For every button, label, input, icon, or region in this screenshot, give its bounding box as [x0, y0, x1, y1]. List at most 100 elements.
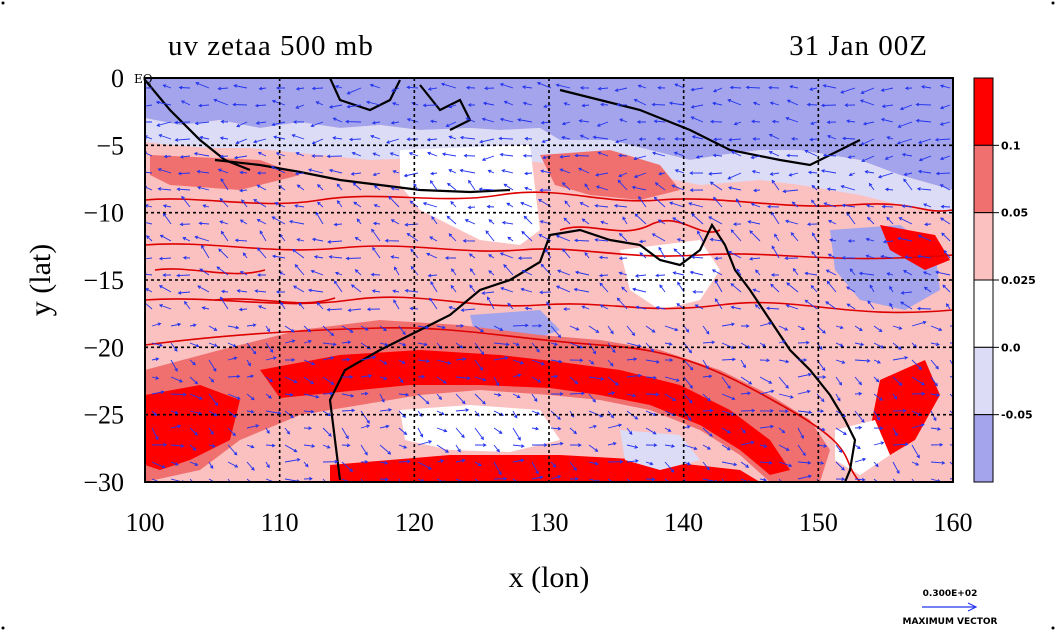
wind-vector-485: [370, 272, 381, 277]
wind-vector-33: [768, 85, 780, 90]
wind-vector-281: [584, 183, 590, 191]
wind-vector-384: [898, 217, 913, 225]
wind-vector-783: [322, 391, 334, 396]
wind-vector-437: [271, 254, 286, 259]
wind-vector-732: [170, 376, 183, 383]
wind-vector-296: [868, 182, 875, 191]
wind-vector-889: [702, 427, 713, 437]
wind-vector-580: [546, 301, 552, 310]
wind-vector-245: [708, 171, 723, 176]
wind-vector-714: [645, 359, 660, 364]
wind-vector-914: [360, 444, 368, 456]
wind-vector-774: [151, 390, 165, 395]
wind-vector-13: [391, 87, 400, 92]
wind-vector-457: [658, 246, 666, 259]
max-vector-arrowhead: [967, 602, 978, 612]
wind-vector-761: [721, 376, 731, 390]
wind-vector-789: [436, 393, 443, 401]
wind-vector-392: [234, 238, 248, 243]
wind-vector-796: [569, 391, 586, 396]
wind-vector-470: [904, 255, 913, 259]
wind-vector-26: [637, 84, 647, 89]
wind-vector-1029: [911, 478, 915, 482]
wind-vector-512: [886, 272, 894, 276]
wind-vector-718: [721, 357, 736, 362]
wind-vector-621: [512, 323, 529, 328]
wind-vector-787: [398, 392, 410, 397]
wind-vector-940: [854, 444, 861, 450]
wind-vector-303: [181, 195, 191, 208]
wind-vector-799: [626, 393, 637, 398]
wind-vector-545: [692, 290, 704, 294]
wind-vector-859: [949, 410, 953, 414]
plot-area: [145, 78, 953, 482]
weak-negative-north: [145, 118, 953, 215]
wind-vector-497: [598, 273, 609, 278]
wind-vector-242: [658, 171, 666, 176]
wind-vector-815: [930, 393, 941, 397]
wind-vector-70: [651, 102, 666, 107]
wind-vector-883: [588, 424, 597, 429]
wind-vector-165: [826, 134, 837, 140]
wind-vector-645: [151, 342, 164, 347]
wind-vector-269: [352, 182, 362, 191]
wind-vector-491: [488, 270, 495, 276]
wind-vector-636: [797, 325, 806, 330]
x-tick-140: 140: [664, 508, 703, 537]
vorticity-contours: [145, 191, 953, 482]
wind-vector-820: [208, 410, 218, 417]
wind-vector-362: [488, 219, 495, 225]
wind-vector-113: [653, 119, 666, 124]
wind-vector-511: [858, 271, 875, 276]
wind-vector-893: [778, 427, 786, 434]
wind-vector-664: [512, 342, 520, 347]
wind-vector-669: [607, 342, 616, 354]
wind-vector-337: [823, 202, 837, 208]
wind-vector-360: [446, 215, 457, 225]
wind-vector-252: [848, 172, 856, 177]
wind-vector-98: [371, 120, 381, 125]
wind-vector-554: [869, 284, 875, 293]
wind-vector-126: [897, 121, 913, 128]
wind-vector-841: [607, 410, 615, 419]
wind-vector-342: [923, 203, 932, 208]
wind-vector-588: [694, 304, 704, 310]
wind-vector-104: [481, 117, 495, 123]
wind-vector-865: [246, 424, 260, 429]
wind-vector-584: [616, 297, 628, 310]
wind-vector-358: [404, 222, 419, 227]
wind-vector-295: [840, 185, 856, 191]
y-tick--20: −20: [83, 333, 124, 362]
wind-vector-614: [379, 325, 387, 332]
wind-vector-806: [759, 389, 775, 395]
wind-vector-270: [373, 185, 381, 191]
wind-vector-76: [769, 101, 780, 106]
wind-vector-208: [822, 153, 837, 158]
wind-vector-613: [360, 325, 369, 331]
wind-vector-132: [199, 135, 210, 140]
wind-vector-706: [493, 356, 509, 361]
wind-vector-927: [607, 441, 617, 446]
wind-vector-681: [835, 342, 844, 347]
wind-vector-24: [597, 86, 609, 91]
wind-vector-108: [561, 121, 571, 126]
wind-vector-710: [569, 358, 584, 363]
wind-vector-327: [638, 195, 647, 208]
wind-vector-188: [441, 152, 457, 157]
wind-vector-496: [574, 270, 590, 276]
wind-vector-396: [311, 237, 324, 242]
wind-vector-124: [862, 121, 875, 126]
wind-vector-466: [827, 253, 837, 259]
wind-vector-231: [448, 169, 457, 174]
wind-vector-100: [406, 117, 419, 123]
wind-vector-593: [785, 304, 799, 310]
wind-vector-369: [622, 216, 628, 225]
wind-vector-434: [218, 248, 229, 259]
wind-vector-917: [417, 440, 433, 446]
wind-vector-225: [328, 168, 343, 174]
wind-vector-479: [256, 273, 266, 277]
wind-vector-101: [429, 119, 438, 124]
wind-vector-207: [804, 149, 818, 157]
wind-vector-154: [614, 138, 628, 144]
wind-vector-440: [328, 255, 343, 259]
